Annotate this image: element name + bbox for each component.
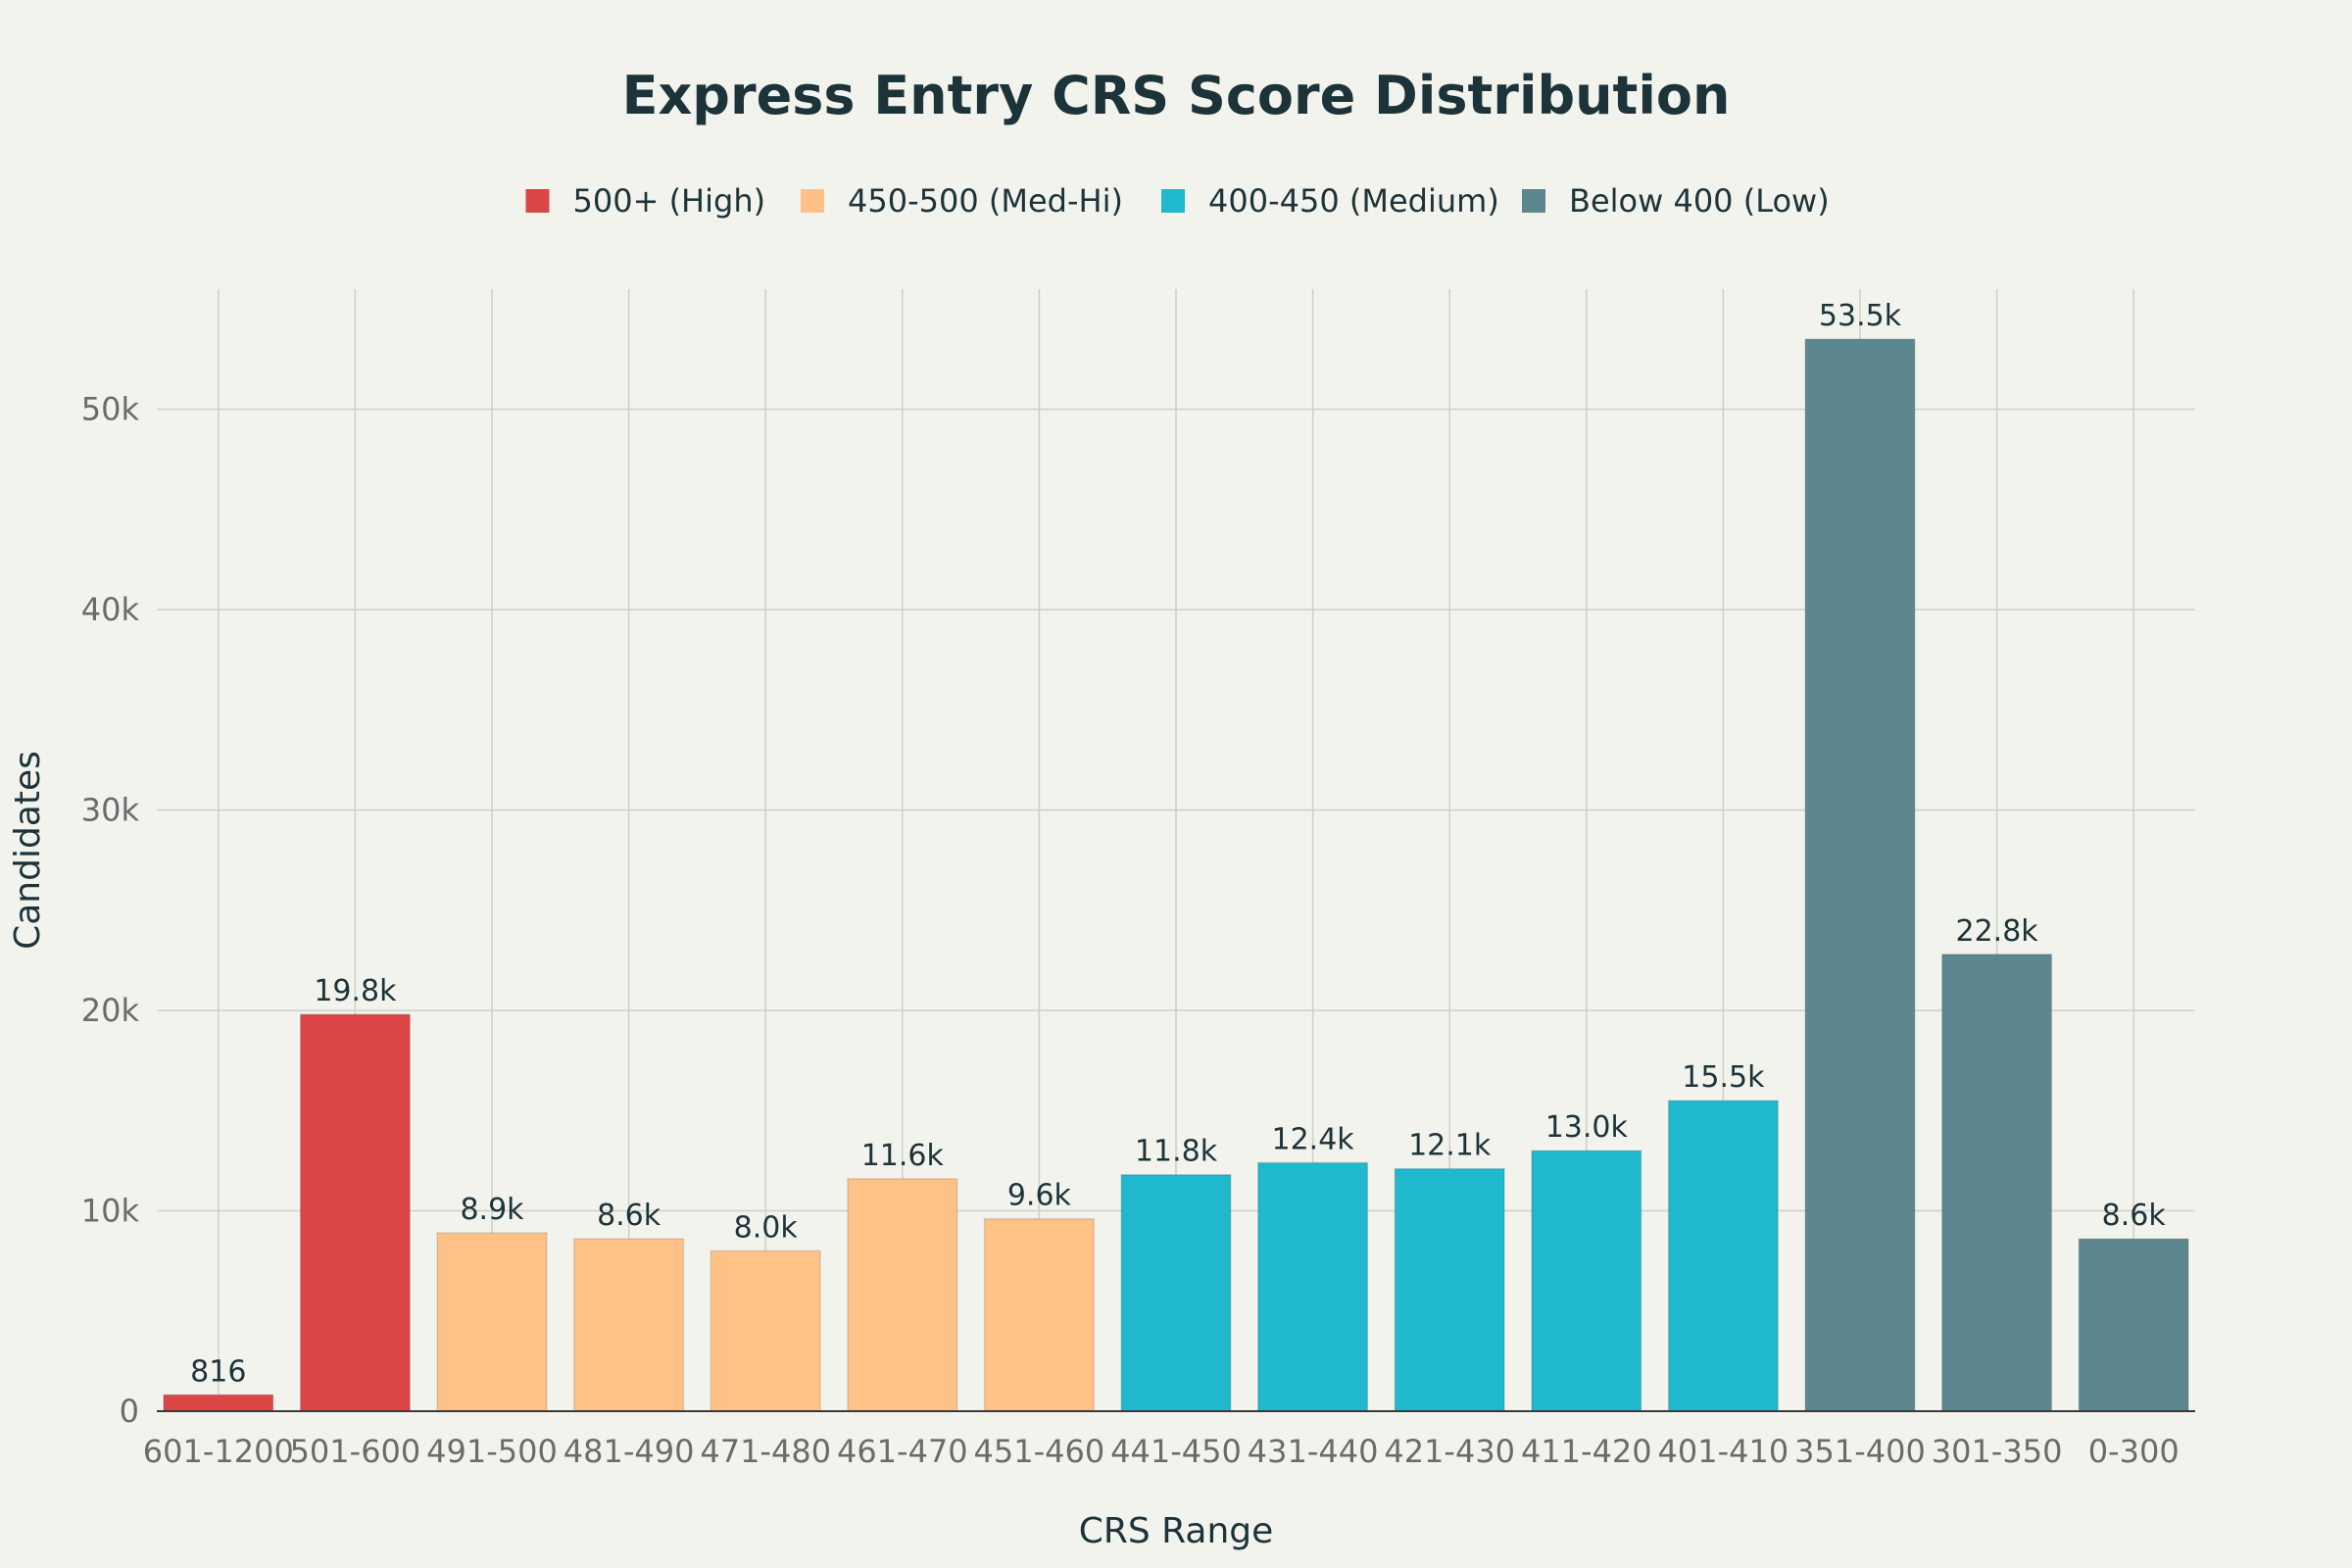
bar-441-450 bbox=[1120, 1173, 1232, 1412]
bar-301-350 bbox=[1940, 954, 2053, 1412]
x-tick-label: 0-300 bbox=[2088, 1433, 2180, 1470]
x-tick-label: 401-410 bbox=[1658, 1433, 1789, 1470]
data-label: 12.4k bbox=[1272, 1122, 1355, 1156]
legend-label: Below 400 (Low) bbox=[1569, 182, 1830, 220]
legend-item[interactable]: 400-450 (Medium) bbox=[1161, 182, 1499, 220]
y-tick-label: 50k bbox=[81, 391, 140, 428]
legend-item[interactable]: 500+ (High) bbox=[525, 182, 766, 220]
x-tick-label: 431-440 bbox=[1248, 1433, 1379, 1470]
bar-601-1200 bbox=[163, 1394, 274, 1412]
bar-0-300 bbox=[2078, 1238, 2189, 1412]
data-label: 8.9k bbox=[460, 1193, 524, 1227]
x-axis-title: CRS Range bbox=[1079, 1511, 1274, 1551]
data-label: 12.1k bbox=[1408, 1129, 1492, 1163]
legend-swatch bbox=[1161, 189, 1185, 213]
x-tick-label: 451-460 bbox=[974, 1433, 1105, 1470]
data-label: 11.8k bbox=[1135, 1135, 1218, 1169]
x-tick-label: 471-480 bbox=[700, 1433, 831, 1470]
y-axis-title: Candidates bbox=[8, 751, 48, 950]
x-tick-label: 501-600 bbox=[290, 1433, 421, 1470]
bar-471-480 bbox=[710, 1250, 821, 1412]
y-tick-label: 0 bbox=[120, 1393, 139, 1430]
data-label: 9.6k bbox=[1007, 1179, 1072, 1213]
legend: 500+ (High) 450-500 (Med-Hi) 400-450 (Medi… bbox=[525, 182, 1830, 220]
x-tick-label: 481-490 bbox=[564, 1433, 695, 1470]
bar-481-490 bbox=[573, 1238, 685, 1412]
legend-label: 500+ (High) bbox=[573, 182, 766, 220]
bar-351-400 bbox=[1804, 338, 1916, 1412]
bar-431-440 bbox=[1257, 1161, 1369, 1412]
data-label: 15.5k bbox=[1682, 1060, 1765, 1095]
x-tick-label: 461-470 bbox=[837, 1433, 968, 1470]
legend-swatch bbox=[1522, 189, 1545, 213]
bar-411-420 bbox=[1531, 1150, 1642, 1412]
x-tick-label: 491-500 bbox=[426, 1433, 558, 1470]
data-label: 8.6k bbox=[2102, 1199, 2167, 1233]
y-tick-label: 40k bbox=[81, 591, 140, 628]
x-tick-label: 441-450 bbox=[1110, 1433, 1242, 1470]
data-label: 22.8k bbox=[1955, 914, 2038, 949]
x-tick-label: 411-420 bbox=[1521, 1433, 1652, 1470]
data-label: 8.6k bbox=[597, 1199, 662, 1233]
legend-label: 400-450 (Medium) bbox=[1208, 182, 1499, 220]
bar-491-500 bbox=[436, 1232, 548, 1412]
y-tick-label: 20k bbox=[81, 992, 140, 1029]
legend-label: 450-500 (Med-Hi) bbox=[848, 182, 1123, 220]
data-label: 816 bbox=[190, 1354, 246, 1389]
data-label: 13.0k bbox=[1545, 1110, 1629, 1145]
legend-swatch bbox=[801, 189, 824, 213]
data-labels: 816 19.8k 8.9k 8.6k 8.0k 11.6k 9.6k 11.8k 12.4k 1… bbox=[190, 299, 2166, 1389]
legend-item[interactable]: 450-500 (Med-Hi) bbox=[801, 182, 1123, 220]
bar-421-430 bbox=[1394, 1167, 1505, 1412]
bar-501-600 bbox=[299, 1013, 412, 1412]
x-tick-label: 601-1200 bbox=[143, 1433, 294, 1470]
legend-swatch bbox=[525, 189, 550, 213]
y-tick-label: 10k bbox=[81, 1193, 140, 1230]
bar-461-470 bbox=[847, 1178, 958, 1412]
data-label: 19.8k bbox=[314, 974, 397, 1008]
x-tick-label: 301-350 bbox=[1932, 1433, 2063, 1470]
y-axis-ticks: 0 10k 20k 30k 40k 50k bbox=[81, 391, 140, 1430]
bars bbox=[163, 338, 2189, 1412]
data-label: 8.0k bbox=[734, 1210, 799, 1245]
y-tick-label: 30k bbox=[81, 792, 140, 829]
bar-451-460 bbox=[983, 1217, 1095, 1412]
legend-item[interactable]: Below 400 (Low) bbox=[1522, 182, 1830, 220]
chart-title: Express Entry CRS Score Distribution bbox=[622, 65, 1731, 126]
bar-401-410 bbox=[1667, 1100, 1779, 1412]
x-tick-label: 421-430 bbox=[1384, 1433, 1515, 1470]
data-label: 53.5k bbox=[1819, 299, 1902, 333]
data-label: 11.6k bbox=[861, 1139, 945, 1173]
x-tick-label: 351-400 bbox=[1794, 1433, 1926, 1470]
